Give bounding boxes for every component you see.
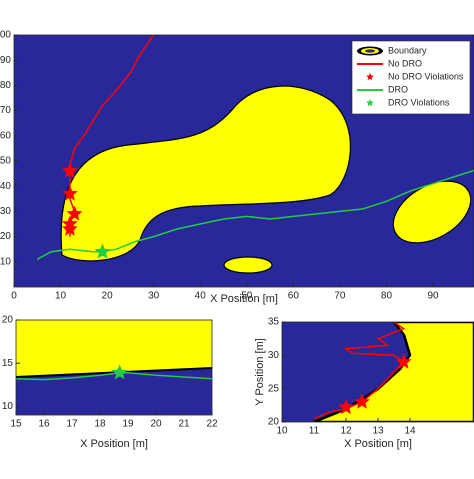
y-tick-label: 70	[0, 105, 11, 116]
y-tick-label: 35	[268, 317, 280, 328]
x-tick-label: 12	[340, 426, 352, 437]
legend-label: DRO Violations	[388, 97, 450, 107]
x-axis-label: X Position [m]	[80, 438, 148, 450]
y-tick-label: 20	[2, 315, 14, 326]
axes: 0 10 20 30 40 50 60 70 80 90 10 20 30 40 50 60 70 80 90 100…	[0, 30, 474, 305]
violation-marker	[111, 364, 128, 380]
legend-icon	[365, 49, 375, 53]
zoom-right-background	[282, 322, 474, 422]
y-tick-label: 30	[268, 350, 280, 361]
legend-label: DRO	[388, 84, 408, 94]
x-tick-label: 22	[206, 419, 218, 430]
plot-area	[36, 35, 474, 260]
axes-box	[15, 319, 213, 416]
x-tick-label: 0	[11, 291, 17, 302]
axes: 10 11 12 13 14 20 25 30 35 X Position [m] Y Positi…	[254, 317, 474, 450]
violation-marker	[61, 185, 78, 201]
x-tick-label: 70	[334, 291, 346, 302]
x-tick-label: 21	[178, 419, 190, 430]
legend: Boundary No DRO No DRO Violations DRO DRO Vi…	[351, 40, 471, 115]
violation-marker	[354, 393, 370, 409]
y-tick-label: 20	[0, 231, 11, 242]
y-tick-label: 90	[0, 55, 11, 66]
y-tick-label: 15	[2, 358, 14, 369]
y-tick-label: 25	[268, 383, 280, 394]
y-tick-label: 50	[0, 156, 11, 167]
y-tick-label: 60	[0, 130, 11, 141]
x-tick-label: 20	[102, 291, 114, 302]
violation-marker	[61, 162, 78, 178]
y-tick-label: 40	[0, 181, 11, 192]
legend-icon	[366, 99, 374, 107]
x-tick-label: 10	[55, 291, 67, 302]
y-tick-label: 20	[268, 417, 280, 428]
y-tick-label: 10	[2, 401, 14, 412]
x-axis-label: X Position [m]	[210, 293, 278, 305]
x-tick-label: 90	[427, 291, 439, 302]
legend-label: Boundary	[388, 45, 427, 55]
x-tick-label: 20	[150, 419, 162, 430]
x-tick-label: 13	[372, 426, 384, 437]
legend-label: No DRO Violations	[388, 71, 464, 81]
plot-area	[16, 364, 212, 381]
x-tick-label: 80	[381, 291, 393, 302]
legend-label: No DRO	[388, 58, 422, 68]
violation-marker	[338, 399, 354, 415]
y-axis-label: Y Position [m]	[254, 338, 266, 406]
y-tick-label: 100	[0, 30, 11, 41]
x-tick-label: 50	[241, 291, 253, 302]
violation-marker	[94, 243, 111, 259]
x-tick-label: 18	[94, 419, 106, 430]
x-tick-label: 14	[404, 426, 416, 437]
x-tick-label: 30	[148, 291, 160, 302]
x-tick-label: 11	[309, 426, 320, 437]
plot-area	[313, 322, 412, 420]
x-tick-label: 17	[66, 419, 78, 430]
x-tick-label: 16	[38, 419, 50, 430]
violation-marker	[61, 220, 78, 236]
y-tick-label: 30	[0, 206, 11, 217]
zoom-left-background	[16, 320, 212, 415]
violation-marker	[395, 353, 412, 369]
y-tick-label: 10	[0, 256, 11, 267]
legend-icon	[366, 73, 374, 81]
x-axis-label: X Position [m]	[344, 438, 412, 450]
violation-marker	[66, 205, 83, 221]
x-tick-label: 10	[276, 426, 288, 437]
y-tick-label: 80	[0, 80, 11, 91]
x-tick-label: 15	[10, 419, 22, 430]
x-tick-label: 19	[122, 419, 134, 430]
x-tick-label: 40	[195, 291, 207, 302]
x-tick-label: 60	[288, 291, 300, 302]
